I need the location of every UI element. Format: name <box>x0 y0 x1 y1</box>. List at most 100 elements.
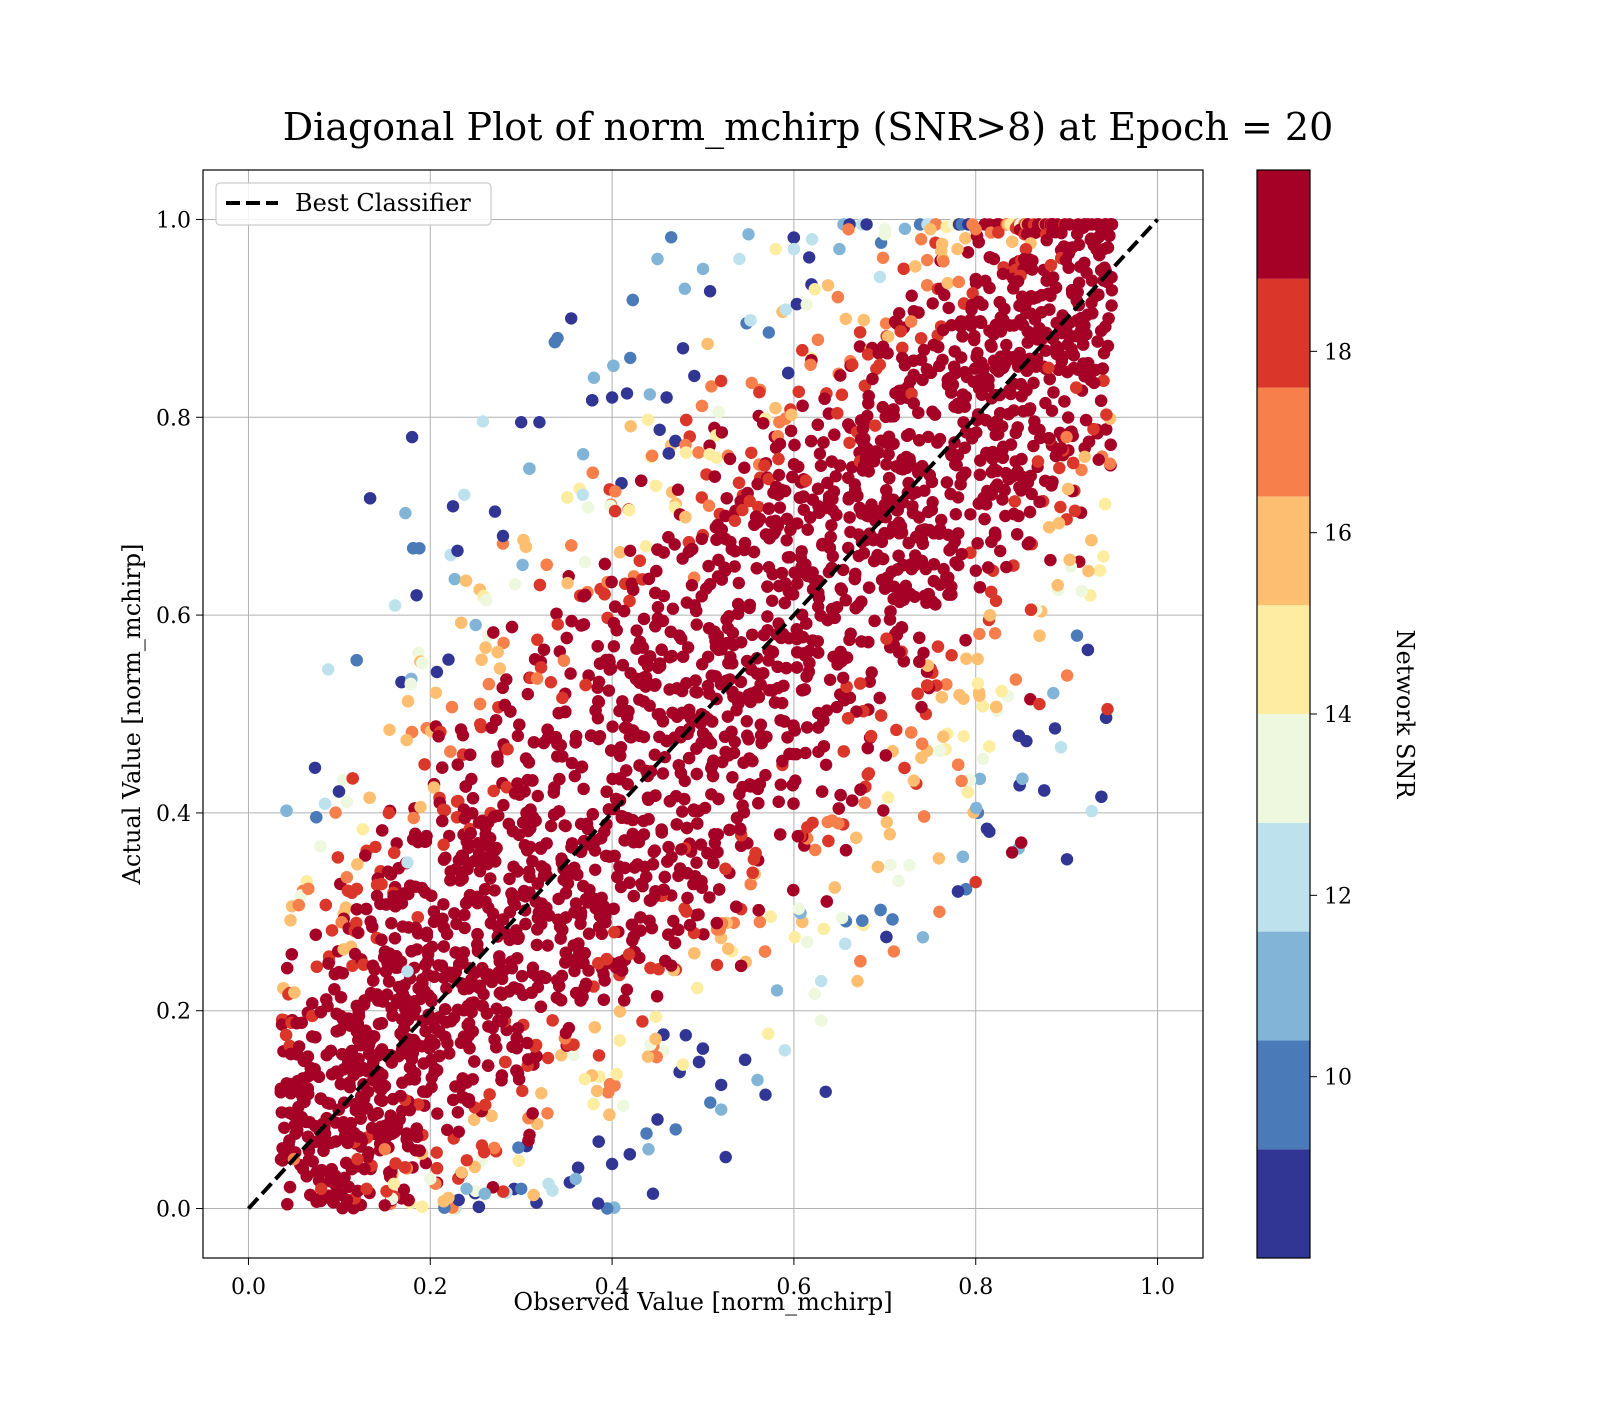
scatter-point <box>981 484 994 498</box>
scatter-point <box>488 884 501 897</box>
scatter-point <box>621 778 634 791</box>
scatter-point <box>521 687 534 701</box>
scatter-point <box>592 1197 605 1210</box>
scatter-point <box>495 1069 509 1082</box>
scatter-point <box>770 984 784 997</box>
scatter-point <box>861 741 874 755</box>
scatter-point <box>416 1200 429 1213</box>
scatter-point <box>618 834 631 847</box>
scatter-point <box>499 1006 513 1019</box>
scatter-point <box>791 517 804 530</box>
scatter-point <box>274 1086 287 1099</box>
scatter-point <box>569 1172 582 1186</box>
scatter-point <box>461 862 474 876</box>
scatter-point <box>956 850 970 863</box>
scatter-point <box>379 965 393 978</box>
scatter-point <box>903 428 916 441</box>
scatter-point <box>526 961 540 974</box>
scatter-point <box>843 436 856 449</box>
scatter-point <box>407 811 420 825</box>
scatter-point <box>600 849 613 863</box>
scatter-point <box>431 1107 444 1120</box>
scatter-point <box>1092 453 1105 466</box>
scatter-point <box>690 618 703 631</box>
scatter-point <box>1095 790 1108 803</box>
scatter-point <box>586 466 599 479</box>
x-axis-ticks: 0.0 0.2 0.4 0.6 0.8 1.0 <box>231 1258 1175 1300</box>
scatter-point <box>319 898 332 912</box>
scatter-point <box>938 288 951 302</box>
scatter-point <box>832 802 845 815</box>
scatter-point <box>387 1177 401 1191</box>
scatter-point <box>1043 372 1056 386</box>
scatter-point <box>676 805 689 818</box>
scatter-point <box>639 670 653 684</box>
scatter-point <box>715 1078 728 1092</box>
scatter-point <box>1021 537 1035 551</box>
scatter-point <box>890 723 903 737</box>
scatter-point <box>935 513 948 527</box>
scatter-point <box>1012 729 1026 742</box>
scatter-point <box>683 918 697 932</box>
scatter-point <box>759 1088 772 1101</box>
scatter-point <box>792 460 805 473</box>
scatter-point <box>955 547 968 561</box>
scatter-point <box>753 386 766 399</box>
scatter-point <box>496 529 510 543</box>
scatter-point <box>887 520 900 534</box>
scatter-point <box>1042 361 1055 374</box>
scatter-point <box>719 1150 732 1164</box>
scatter-point <box>537 736 550 750</box>
scatter-point <box>828 881 841 894</box>
scatter-point <box>475 1139 489 1152</box>
scatter-point <box>808 283 821 296</box>
scatter-point <box>990 700 1003 714</box>
x-tick-label: 1.0 <box>1140 1275 1175 1300</box>
scatter-point <box>526 774 539 787</box>
scatter-point <box>479 1098 492 1112</box>
scatter-point <box>723 452 737 466</box>
scatter-point <box>322 957 335 970</box>
scatter-point <box>510 924 523 937</box>
scatter-point <box>682 751 696 765</box>
scatter-point <box>315 1182 328 1196</box>
scatter-point <box>628 861 641 874</box>
scatter-point <box>1063 218 1076 231</box>
scatter-point <box>696 1042 710 1055</box>
scatter-point <box>703 439 716 452</box>
scatter-point <box>565 539 578 552</box>
scatter-point <box>321 999 334 1013</box>
scatter-point <box>1043 303 1056 316</box>
scatter-point <box>340 1156 353 1170</box>
scatter-point <box>458 488 471 501</box>
scatter-point <box>280 804 293 817</box>
scatter-point <box>552 805 566 818</box>
scatter-point <box>887 493 900 506</box>
scatter-point <box>499 1055 512 1069</box>
scatter-point <box>745 376 758 390</box>
scatter-point <box>360 1182 373 1196</box>
scatter-point <box>833 242 846 256</box>
scatter-point <box>695 399 709 413</box>
scatter-point <box>457 1030 471 1043</box>
scatter-point <box>862 397 875 410</box>
scatter-point <box>551 974 564 987</box>
scatter-point <box>902 536 915 550</box>
scatter-point <box>778 1044 791 1057</box>
scatter-point <box>704 1096 717 1109</box>
scatter-point <box>418 758 431 771</box>
scatter-point <box>451 544 464 557</box>
scatter-point <box>518 785 531 798</box>
scatter-point <box>970 801 983 815</box>
y-tick-label: 0.8 <box>156 406 191 431</box>
legend: Best Classifier <box>215 182 492 226</box>
scatter-point <box>613 546 627 559</box>
scatter-point <box>871 548 884 562</box>
scatter-point <box>867 455 881 468</box>
scatter-point <box>676 342 690 355</box>
scatter-point <box>1082 435 1096 448</box>
scatter-point <box>878 228 891 241</box>
scatter-point <box>715 643 728 656</box>
scatter-point <box>1015 836 1028 849</box>
